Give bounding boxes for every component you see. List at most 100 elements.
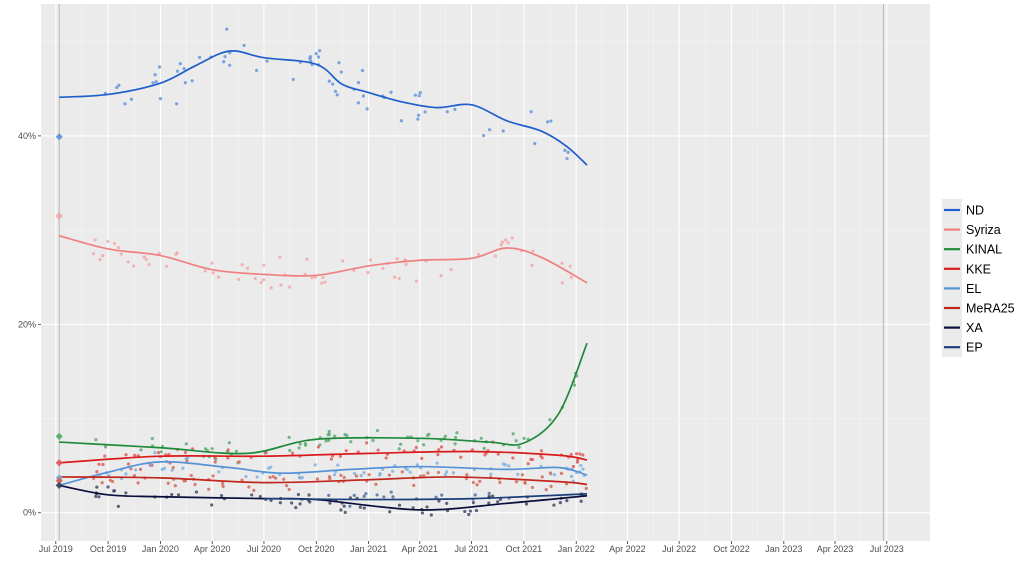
- poll-point: [136, 481, 140, 485]
- poll-point: [95, 470, 99, 474]
- poll-point: [323, 280, 327, 284]
- legend-label-kke: KKE: [966, 262, 991, 276]
- poll-point: [468, 509, 472, 513]
- poll-point: [511, 456, 515, 460]
- poll-point: [267, 466, 271, 470]
- poll-point: [391, 495, 395, 499]
- poll-point: [221, 481, 225, 486]
- poll-point: [540, 475, 544, 479]
- poll-point: [157, 251, 161, 255]
- poll-point: [362, 494, 366, 498]
- poll-point: [123, 102, 127, 106]
- poll-point: [203, 269, 207, 273]
- reference-lines: [58, 4, 884, 541]
- poll-point: [338, 454, 343, 458]
- poll-point: [530, 485, 535, 490]
- poll-point: [316, 55, 321, 59]
- x-tick-label: Jul 2023: [870, 544, 904, 554]
- poll-point: [100, 481, 104, 485]
- poll-point: [417, 94, 421, 98]
- poll-point: [359, 474, 363, 478]
- poll-point: [411, 506, 415, 510]
- poll-point: [211, 271, 215, 275]
- poll-point: [282, 477, 286, 481]
- poll-point: [299, 476, 303, 480]
- poll-point: [476, 252, 481, 257]
- poll-point: [138, 467, 143, 471]
- poll-point: [133, 453, 137, 457]
- poll-point: [578, 452, 582, 456]
- poll-point: [308, 500, 312, 504]
- poll-point: [399, 119, 403, 123]
- y-tick-label: 0%: [23, 508, 36, 518]
- poll-point: [110, 479, 115, 484]
- legend-box: [942, 199, 962, 357]
- poll-point: [451, 471, 455, 475]
- poll-point: [124, 491, 128, 495]
- poll-point: [91, 252, 95, 256]
- poll-point: [190, 79, 194, 83]
- poll-point: [97, 495, 101, 499]
- poll-point: [318, 49, 322, 53]
- poll-point: [115, 85, 119, 90]
- poll-point: [189, 473, 193, 478]
- poll-point: [417, 113, 421, 117]
- poll-point: [124, 472, 128, 476]
- poll-point: [269, 286, 273, 290]
- poll-point: [493, 254, 498, 258]
- poll-point: [333, 89, 338, 93]
- poll-point: [288, 448, 292, 453]
- poll-point: [148, 463, 153, 467]
- poll-point: [444, 470, 449, 474]
- poll-point: [98, 257, 102, 262]
- poll-point: [142, 255, 146, 259]
- poll-point: [575, 452, 579, 456]
- poll-point: [341, 259, 345, 263]
- poll-point: [310, 275, 314, 280]
- poll-point: [328, 477, 332, 481]
- poll-point: [103, 454, 107, 458]
- poll-point: [184, 442, 188, 446]
- poll-point: [324, 439, 328, 443]
- poll-point: [533, 141, 537, 146]
- poll-point: [210, 261, 214, 265]
- poll-point: [453, 107, 457, 111]
- legend-label-nd: ND: [966, 204, 984, 218]
- poll-point: [225, 27, 229, 31]
- trend-line-kinal: [59, 342, 588, 455]
- poll-point: [245, 266, 250, 270]
- poll-point: [427, 432, 431, 436]
- poll-point: [132, 264, 136, 268]
- poll-point: [362, 506, 366, 510]
- poll-point: [475, 483, 479, 487]
- poll-point: [376, 448, 380, 452]
- poll-point: [178, 61, 182, 66]
- poll-point: [129, 97, 134, 101]
- poll-point: [388, 510, 392, 514]
- trend-line-kke: [59, 450, 588, 464]
- poll-point: [297, 446, 301, 450]
- x-tick-label: Oct 2021: [506, 544, 543, 554]
- poll-point: [384, 456, 388, 460]
- poll-point: [439, 274, 443, 278]
- poll-point: [429, 513, 433, 517]
- poll-point: [331, 82, 335, 86]
- poll-point: [422, 443, 426, 447]
- poll-point: [97, 462, 101, 466]
- y-tick-label: 40%: [18, 131, 36, 141]
- poll-point: [226, 456, 230, 460]
- poll-point: [175, 251, 179, 255]
- x-tick-label: Oct 2022: [713, 544, 750, 554]
- poll-point: [112, 489, 116, 493]
- poll-point: [435, 461, 439, 465]
- poll-point: [482, 133, 486, 138]
- poll-point: [520, 473, 525, 477]
- poll-point: [287, 487, 291, 492]
- poll-point: [382, 495, 386, 499]
- poll-point: [415, 463, 419, 467]
- poll-point: [343, 510, 347, 514]
- poll-point: [290, 501, 294, 505]
- poll-point: [181, 466, 185, 470]
- poll-point: [222, 60, 226, 64]
